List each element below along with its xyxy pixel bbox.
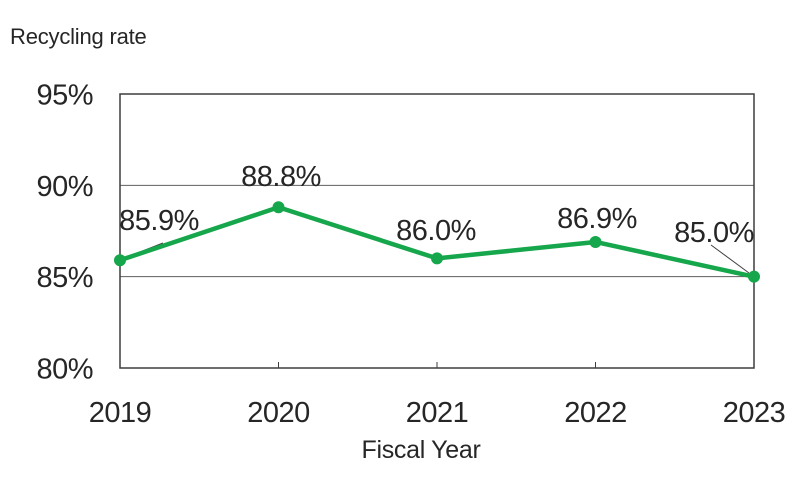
data-point-2020[interactable]	[272, 201, 285, 214]
y-tick-label-95: 95%	[36, 80, 93, 112]
data-point-2022[interactable]	[589, 235, 602, 248]
y-tick-label-80: 80%	[36, 354, 93, 386]
x-tick-label-2019: 2019	[89, 397, 152, 429]
x-tick-label-2020: 2020	[247, 397, 310, 429]
x-axis-title: Fiscal Year	[361, 436, 481, 464]
data-point-2021[interactable]	[431, 252, 443, 265]
data-point-2019[interactable]	[114, 254, 126, 267]
y-tick-label-85: 85%	[36, 262, 93, 294]
x-tick-label-2022: 2022	[564, 397, 627, 429]
data-point-2023[interactable]	[748, 270, 760, 283]
data-label-2023: 85.0%	[674, 217, 754, 249]
y-tick-label-90: 90%	[36, 171, 93, 203]
x-tick-label-2023: 2023	[723, 397, 786, 429]
data-label-2020: 88.8%	[241, 161, 321, 193]
data-label-2022: 86.9%	[557, 203, 637, 235]
x-tick-label-2021: 2021	[406, 397, 469, 429]
data-label-2019: 85.9%	[119, 205, 199, 237]
chart-title: Recycling rate	[10, 24, 147, 49]
data-label-2021: 86.0%	[396, 215, 476, 247]
label-leader-line-1	[710, 244, 750, 274]
